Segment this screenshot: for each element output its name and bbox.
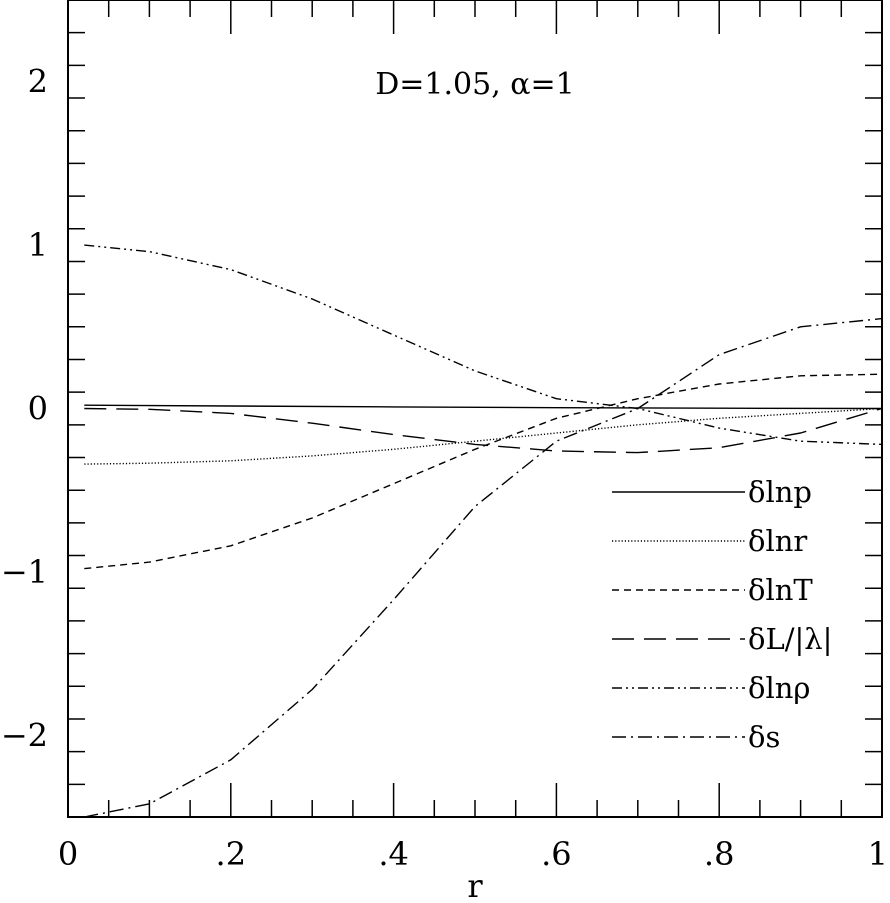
chart-annotation: D=1.05, α=1 (375, 67, 575, 102)
x-tick-label: 1 (868, 835, 888, 873)
y-tick-label: 2 (28, 63, 48, 101)
x-tick-label: .2 (216, 835, 247, 873)
series-line-0 (84, 404, 883, 410)
y-tick-label: 0 (28, 390, 48, 428)
series-line-2 (84, 373, 883, 570)
series-line-1 (84, 407, 883, 465)
x-tick-label: .8 (704, 835, 735, 873)
y-tick-label: 1 (28, 226, 48, 264)
y-tick-label: −2 (1, 716, 48, 754)
axis-ticks (67, 0, 883, 818)
x-tick-label: 0 (58, 835, 78, 873)
legend-label: δlnr (748, 524, 807, 558)
y-tick-label: −1 (1, 553, 48, 591)
legend: δlnp δlnr δlnT δL/|λ| δlnρ δs (612, 475, 832, 754)
series-line-4 (84, 244, 883, 446)
x-tick-label: .6 (541, 835, 572, 873)
legend-label: δL/|λ| (748, 622, 832, 656)
tick-labels: 0 .2 .4 .6 .8 1 −2 −1 0 1 2 (1, 63, 888, 873)
x-tick-label: .4 (378, 835, 409, 873)
legend-label: δlnp (748, 475, 812, 509)
x-axis-label: r (467, 867, 483, 903)
series-line-3 (84, 407, 883, 454)
series-lines (84, 244, 883, 818)
legend-label: δs (748, 720, 780, 754)
legend-label: δlnT (748, 573, 813, 607)
legend-label: δlnρ (748, 671, 810, 705)
